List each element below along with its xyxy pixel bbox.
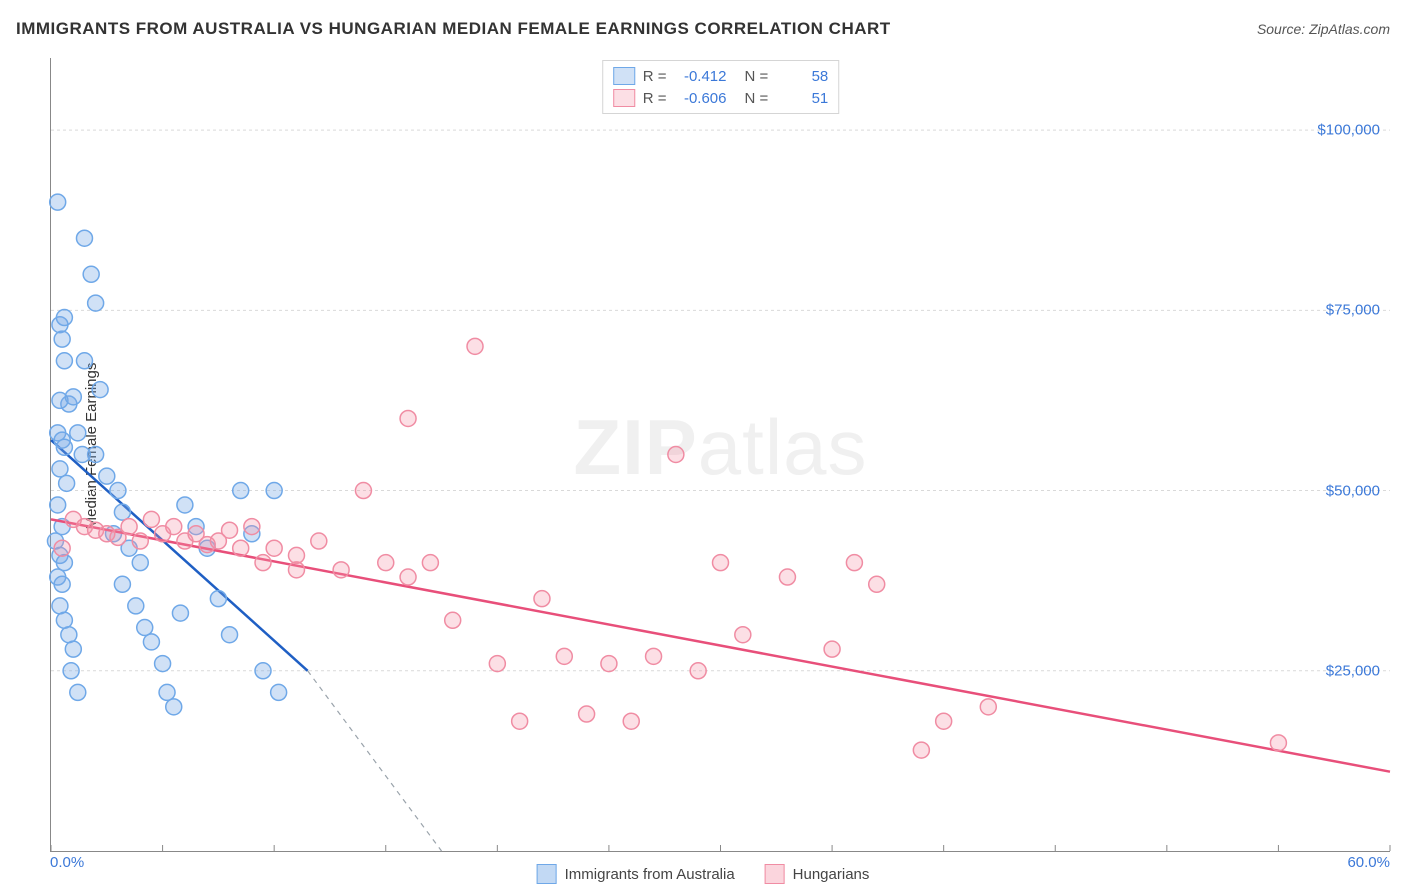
y-tick-label: $25,000 [1326, 662, 1380, 679]
chart-title: IMMIGRANTS FROM AUSTRALIA VS HUNGARIAN M… [16, 19, 891, 39]
legend-swatch-icon [537, 864, 557, 884]
stats-r-label: R = [643, 90, 667, 107]
x-axis-min-label: 0.0% [50, 854, 84, 871]
plot-svg [51, 58, 1390, 851]
legend-item: Hungarians [765, 864, 870, 884]
legend-label: Immigrants from Australia [565, 866, 735, 883]
stats-r-value: -0.412 [675, 68, 727, 85]
x-axis-max-label: 60.0% [1347, 854, 1390, 871]
stats-legend-box: R = -0.412 N = 58 R = -0.606 N = 51 [602, 60, 840, 114]
stats-n-value: 58 [776, 68, 828, 85]
stats-n-label: N = [745, 68, 769, 85]
stats-row-australia: R = -0.412 N = 58 [613, 65, 829, 87]
legend-swatch-icon [765, 864, 785, 884]
legend-item: Immigrants from Australia [537, 864, 735, 884]
chart-header: IMMIGRANTS FROM AUSTRALIA VS HUNGARIAN M… [0, 0, 1406, 48]
stats-swatch-icon [613, 89, 635, 107]
stats-row-hungarians: R = -0.606 N = 51 [613, 87, 829, 109]
stats-r-label: R = [643, 68, 667, 85]
y-tick-label: $100,000 [1317, 122, 1380, 139]
bottom-legend: Immigrants from Australia Hungarians [537, 864, 870, 884]
stats-n-label: N = [745, 90, 769, 107]
plot-area: ZIPatlas R =-0.412N =58R =-0.606N =51 $2… [50, 58, 1390, 852]
legend-label: Hungarians [793, 866, 870, 883]
source-attribution: Source: ZipAtlas.com [1257, 21, 1390, 37]
y-tick-label: $75,000 [1326, 302, 1380, 319]
stats-n-value: 51 [776, 90, 828, 107]
stats-r-value: -0.606 [675, 90, 727, 107]
y-tick-label: $50,000 [1326, 482, 1380, 499]
chart-container: IMMIGRANTS FROM AUSTRALIA VS HUNGARIAN M… [0, 0, 1406, 892]
stats-swatch-icon [613, 67, 635, 85]
